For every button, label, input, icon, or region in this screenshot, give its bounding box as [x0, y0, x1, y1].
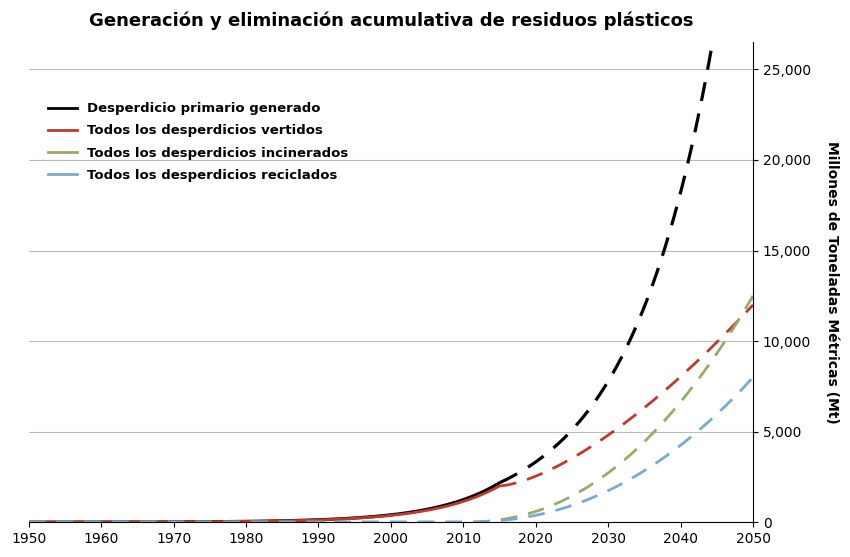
Legend: Desperdicio primario generado, Todos los desperdicios vertidos, Todos los desper: Desperdicio primario generado, Todos los…: [42, 97, 354, 187]
Y-axis label: Millones de Toneladas Métricas (Mt): Millones de Toneladas Métricas (Mt): [824, 141, 839, 423]
Title: Generación y eliminación acumulativa de residuos plásticos: Generación y eliminación acumulativa de …: [88, 11, 693, 30]
